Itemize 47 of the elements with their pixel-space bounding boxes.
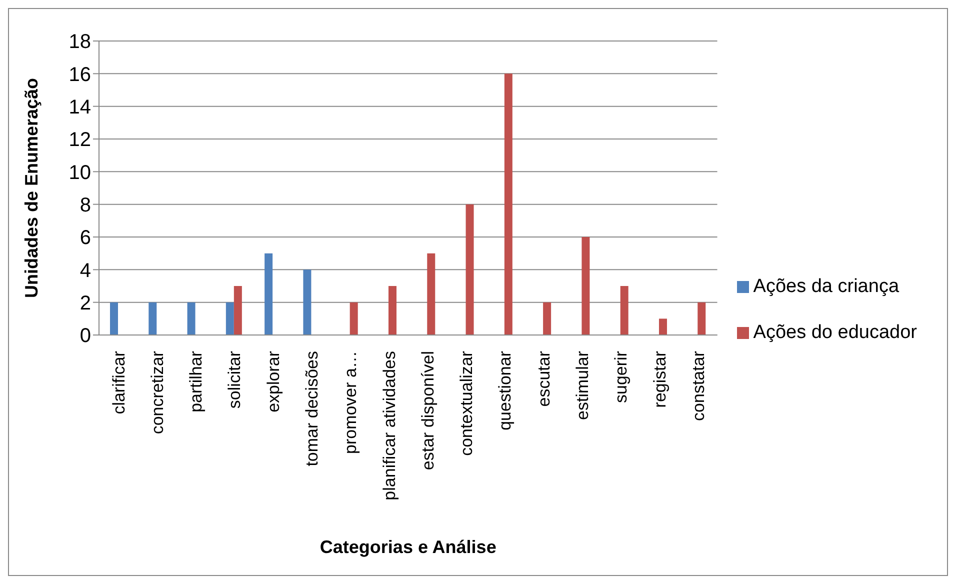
bar — [620, 286, 628, 335]
y-tick-label: 2 — [80, 292, 91, 314]
y-tick-label: 6 — [80, 227, 91, 250]
x-tick-label: planificar atividades — [380, 351, 399, 500]
x-tick-label: tomar decisões — [302, 351, 322, 466]
x-tick-label: partilhar — [186, 350, 206, 412]
y-tick-label: 4 — [80, 260, 91, 282]
bar — [698, 302, 706, 335]
legend-label: Ações do educador — [753, 322, 917, 343]
bar — [148, 302, 157, 335]
bar — [234, 286, 242, 335]
y-tick-label: 10 — [68, 162, 91, 184]
x-tick-label: estimular — [573, 350, 592, 420]
y-tick-label: 8 — [80, 194, 91, 216]
bar — [303, 270, 312, 335]
y-tick-label: 16 — [68, 64, 91, 86]
bar — [187, 302, 196, 335]
y-tick-label: 0 — [80, 325, 91, 348]
x-tick-label: constatar — [688, 350, 708, 421]
y-tick-label: 14 — [68, 96, 91, 118]
x-axis-title: Categorias e Análise — [320, 537, 496, 557]
bar — [388, 286, 396, 335]
bar — [427, 253, 436, 335]
x-tick-label: solicitar — [225, 350, 244, 409]
x-tick-label: contextualizar — [457, 350, 476, 456]
bar — [504, 74, 512, 335]
bar — [543, 302, 552, 335]
bar — [264, 253, 273, 335]
bar — [110, 302, 118, 335]
bar — [466, 204, 474, 335]
x-tick-label: escutar — [534, 350, 554, 407]
bar — [658, 318, 667, 335]
bar — [226, 302, 234, 335]
x-tick-label: clarificar — [109, 350, 128, 414]
bar — [350, 302, 358, 335]
x-tick-label: sugerir — [612, 350, 631, 403]
x-tick-label: concretizar — [148, 350, 167, 434]
y-tick-label: 18 — [68, 31, 91, 54]
x-tick-label: estar disponível — [418, 351, 438, 470]
x-tick-label: explorar — [264, 350, 283, 412]
y-tick-label: 12 — [68, 129, 91, 152]
x-tick-label: promover a… — [341, 351, 360, 454]
legend-label: Ações da criança — [753, 276, 900, 297]
bar — [582, 237, 590, 335]
x-tick-label: registar — [650, 350, 670, 408]
x-tick-label: questionar — [496, 350, 515, 430]
y-axis-title: Unidades de Enumeração — [21, 78, 42, 298]
